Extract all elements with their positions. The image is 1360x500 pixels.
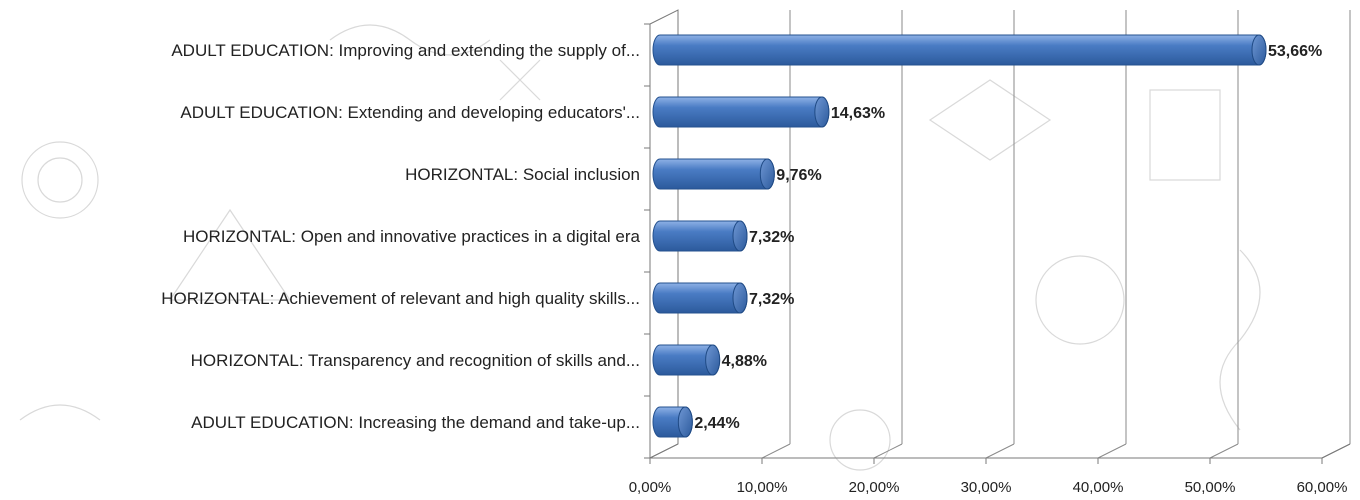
category-label: HORIZONTAL: Achievement of relevant and …	[161, 289, 640, 308]
bar-cap	[759, 158, 775, 190]
bar	[652, 406, 693, 438]
x-tick-label: 20,00%	[849, 479, 900, 496]
category-label: HORIZONTAL: Open and innovative practice…	[183, 227, 641, 246]
value-label: 7,32%	[749, 229, 794, 246]
bar	[652, 96, 830, 128]
bar	[652, 282, 748, 314]
value-label: 2,44%	[694, 415, 739, 432]
bar	[652, 158, 775, 190]
x-tick-label: 50,00%	[1185, 479, 1236, 496]
category-label: HORIZONTAL: Transparency and recognition…	[191, 351, 640, 370]
floor-gridline	[873, 443, 903, 459]
value-label: 9,76%	[776, 167, 821, 184]
floor-gridline	[761, 443, 791, 459]
category-label: ADULT EDUCATION: Increasing the demand a…	[191, 413, 640, 432]
x-tick-labels: 0,00% 10,00% 20,00% 30,00% 40,00% 50,00% 60,00…	[629, 479, 1348, 496]
value-label: 4,88%	[722, 353, 767, 370]
category-label: ADULT EDUCATION: Extending and developin…	[180, 103, 640, 122]
category-label: ADULT EDUCATION: Improving and extending…	[171, 41, 640, 60]
bar-body	[652, 158, 775, 190]
floor-gridline	[985, 443, 1015, 459]
x-tick-label: 60,00%	[1297, 479, 1348, 496]
bar	[652, 34, 1267, 66]
value-labels: 53,66% 14,63% 9,76% 7,32% 7,32% 4,88% 2,44%	[694, 43, 1322, 432]
x-tick-label: 40,00%	[1073, 479, 1124, 496]
bar-cap	[814, 96, 830, 128]
bar-cap	[705, 344, 721, 376]
side-wall	[649, 9, 679, 459]
axes	[644, 9, 1351, 464]
category-labels: ADULT EDUCATION: Improving and extending…	[161, 41, 640, 432]
x-tick-label: 10,00%	[737, 479, 788, 496]
bar	[652, 220, 748, 252]
value-label: 7,32%	[749, 291, 794, 308]
x-tick-label: 30,00%	[961, 479, 1012, 496]
bar-cap	[732, 220, 748, 252]
bar	[652, 344, 721, 376]
bar-cap	[732, 282, 748, 314]
background-doodles	[19, 24, 1261, 471]
x-tick-label: 0,00%	[629, 479, 672, 496]
bar-cap	[677, 406, 693, 438]
bar-body	[652, 34, 1267, 66]
floor-edge	[1321, 443, 1351, 459]
floor-gridline	[1209, 443, 1239, 459]
bar-cap	[1251, 34, 1267, 66]
value-label: 14,63%	[831, 105, 885, 122]
bars	[652, 34, 1267, 438]
floor-gridline	[1097, 443, 1127, 459]
bar-body	[652, 96, 830, 128]
category-label: HORIZONTAL: Social inclusion	[405, 165, 640, 184]
value-label: 53,66%	[1268, 43, 1322, 60]
